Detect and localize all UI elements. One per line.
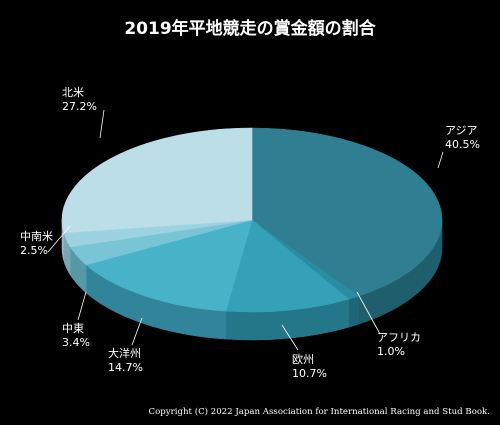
leader-line-3: [131, 317, 143, 346]
slice-value-5: 2.5%: [20, 244, 48, 257]
slice-side-1: [348, 295, 360, 328]
leader-line-2: [281, 324, 299, 351]
leader-line-5: [47, 225, 71, 253]
slice-label-2: 欧州: [292, 353, 314, 366]
slice-value-1: 1.0%: [377, 345, 405, 358]
slice-label-1: アフリカ: [377, 331, 421, 344]
slice-value-0: 40.5%: [445, 138, 480, 151]
slice-label-0: アジア: [445, 124, 478, 137]
copyright-text: Copyright (C) 2022 Japan Association for…: [149, 406, 490, 417]
leader-line-1: [356, 291, 381, 335]
slice-6: [61, 127, 253, 233]
slice-label-4: 中東: [62, 322, 84, 335]
slice-0: [251, 127, 443, 297]
slice-value-3: 14.7%: [108, 361, 143, 374]
pie-group: [61, 127, 443, 341]
slice-label-5: 中南米: [20, 230, 53, 243]
slice-value-4: 3.4%: [62, 336, 90, 349]
chart-title: 2019年平地競走の賞金額の割合: [124, 18, 376, 39]
slice-label-3: 大洋州: [108, 346, 141, 360]
slice-2: [225, 219, 350, 313]
slice-value-6: 27.2%: [62, 100, 97, 113]
slice-value-2: 10.7%: [292, 367, 327, 380]
leader-line-6: [99, 109, 105, 139]
leader-line-0: [437, 151, 444, 169]
leader-line-4: [77, 291, 87, 321]
slice-label-6: 北米: [62, 86, 84, 99]
slice-3: [85, 219, 253, 312]
